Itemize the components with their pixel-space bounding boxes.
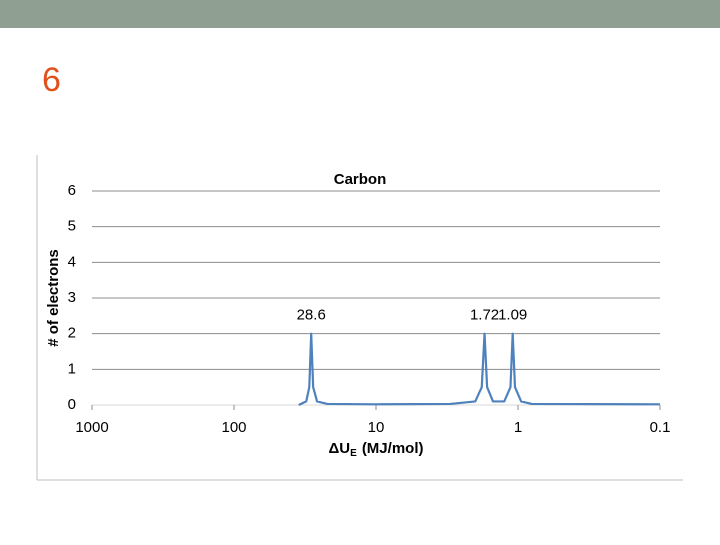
peak-label: 28.6 — [297, 307, 326, 324]
y-tick-label: 6 — [68, 182, 76, 199]
x-tick-label: 10 — [368, 419, 385, 436]
top-bar — [0, 0, 720, 28]
x-axis-label: ΔUE (MJ/mol) — [329, 440, 424, 459]
chart-title: Carbon — [334, 171, 387, 188]
y-tick-label: 2 — [68, 325, 76, 342]
y-tick-label: 1 — [68, 360, 76, 377]
x-tick-label: 100 — [221, 419, 246, 436]
peak-label: 1.72 — [470, 307, 499, 324]
x-axis-label-main: ΔU — [329, 440, 351, 457]
x-tick-label: 1000 — [75, 419, 108, 436]
data-line — [298, 332, 661, 406]
peak-label: 1.09 — [498, 307, 527, 324]
y-tick-label: 3 — [68, 289, 76, 306]
x-tick-label: 0.1 — [650, 419, 671, 436]
x-axis-label-sub: E — [350, 448, 357, 459]
y-axis-label: # of electrons — [45, 249, 62, 347]
y-tick-label: 5 — [68, 218, 76, 235]
x-axis-label-unit: (MJ/mol) — [362, 440, 424, 457]
slide-number: 6 — [42, 61, 61, 99]
y-tick-label: 0 — [68, 396, 76, 413]
y-tick-label: 4 — [68, 253, 76, 270]
x-tick-label: 1 — [514, 419, 522, 436]
